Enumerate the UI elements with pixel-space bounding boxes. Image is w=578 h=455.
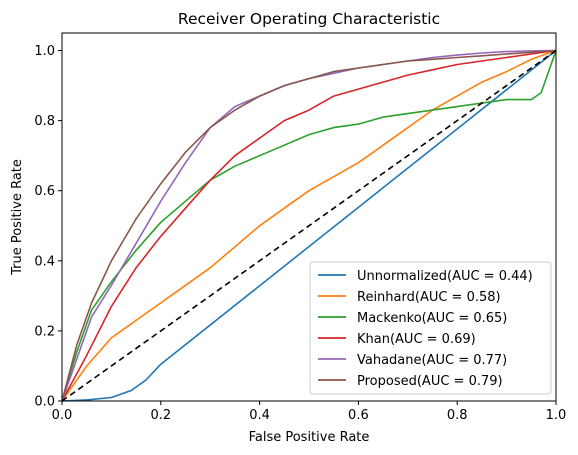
- plot-frame: [61, 32, 557, 402]
- x-tick-label: 0.0: [52, 408, 73, 423]
- y-tick-label: 0.6: [34, 184, 55, 199]
- y-tick-label: 1.0: [34, 44, 55, 59]
- x-tick-label: 1.0: [546, 408, 567, 423]
- chart-title: Receiver Operating Characteristic: [178, 10, 440, 28]
- x-axis-label: False Positive Rate: [249, 430, 370, 445]
- y-tick-label: 0.0: [34, 395, 55, 410]
- x-tick-label: 0.6: [348, 408, 369, 423]
- y-axis: 0.0 0.2 0.4 0.6 0.8 1.0: [34, 44, 62, 410]
- x-tick-label: 0.4: [249, 408, 270, 423]
- y-tick-label: 0.2: [34, 324, 55, 339]
- series-line-5: [61, 49, 557, 402]
- series-line-1: [61, 49, 557, 402]
- legend-label: Proposed(AUC = 0.79): [357, 374, 503, 389]
- series-line-3: [61, 49, 557, 402]
- x-axis: 0.0 0.2 0.4 0.6 0.8 1.0: [52, 401, 567, 423]
- plot-area: [61, 49, 557, 402]
- x-tick-label: 0.2: [150, 408, 171, 423]
- x-tick-label: 0.8: [447, 408, 468, 423]
- y-axis-label: True Positive Rate: [10, 159, 25, 276]
- legend-label: Mackenko(AUC = 0.65): [357, 311, 507, 326]
- series-line-0: [61, 49, 557, 402]
- series-line-2: [61, 50, 557, 402]
- legend-label: Reinhard(AUC = 0.58): [357, 290, 501, 305]
- reference-diagonal-line: [61, 49, 557, 402]
- legend-frame: [309, 261, 552, 395]
- legend-label: Vahadane(AUC = 0.77): [357, 353, 507, 368]
- legend: Unnormalized(AUC = 0.44) Reinhard(AUC = 0…: [309, 261, 552, 395]
- y-tick-label: 0.8: [34, 114, 55, 129]
- y-tick-label: 0.4: [34, 254, 55, 269]
- legend-label: Unnormalized(AUC = 0.44): [357, 269, 533, 284]
- legend-label: Khan(AUC = 0.69): [357, 332, 476, 347]
